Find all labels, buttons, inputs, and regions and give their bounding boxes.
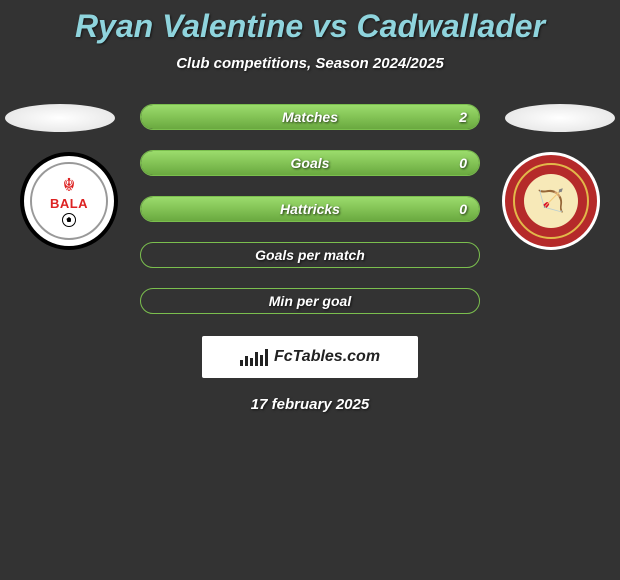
page-title: Ryan Valentine vs Cadwallader [0,0,620,45]
bar-label: Goals per match [141,243,479,267]
bar-label: Hattricks [141,197,479,221]
comparison-panel: ☬ BALA 🏹 Matches 2 Goals 0 Hattricks 0 G… [0,104,620,413]
club-badge-right: 🏹 [502,152,600,250]
ball-icon [62,213,76,227]
club-badge-left: ☬ BALA [20,152,118,250]
player-right-photo-oval [505,104,615,132]
stat-bar-hattricks: Hattricks 0 [140,196,480,222]
bar-value: 0 [459,151,467,175]
archer-icon: 🏹 [537,188,564,214]
stat-bars: Matches 2 Goals 0 Hattricks 0 Goals per … [140,104,480,314]
stat-bar-min-per-goal: Min per goal [140,288,480,314]
bar-label: Min per goal [141,289,479,313]
bar-value: 2 [459,105,467,129]
date-text: 17 february 2025 [0,396,620,413]
stat-bar-goals: Goals 0 [140,150,480,176]
watermark: FcTables.com [202,336,418,378]
watermark-text: FcTables.com [274,348,380,366]
bar-label: Goals [141,151,479,175]
stat-bar-goals-per-match: Goals per match [140,242,480,268]
badge-center: 🏹 [524,174,578,228]
bar-label: Matches [141,105,479,129]
bar-value: 0 [459,197,467,221]
badge-ring [30,162,108,240]
player-left-photo-oval [5,104,115,132]
subtitle: Club competitions, Season 2024/2025 [0,55,620,72]
chart-icon [240,348,268,366]
stat-bar-matches: Matches 2 [140,104,480,130]
